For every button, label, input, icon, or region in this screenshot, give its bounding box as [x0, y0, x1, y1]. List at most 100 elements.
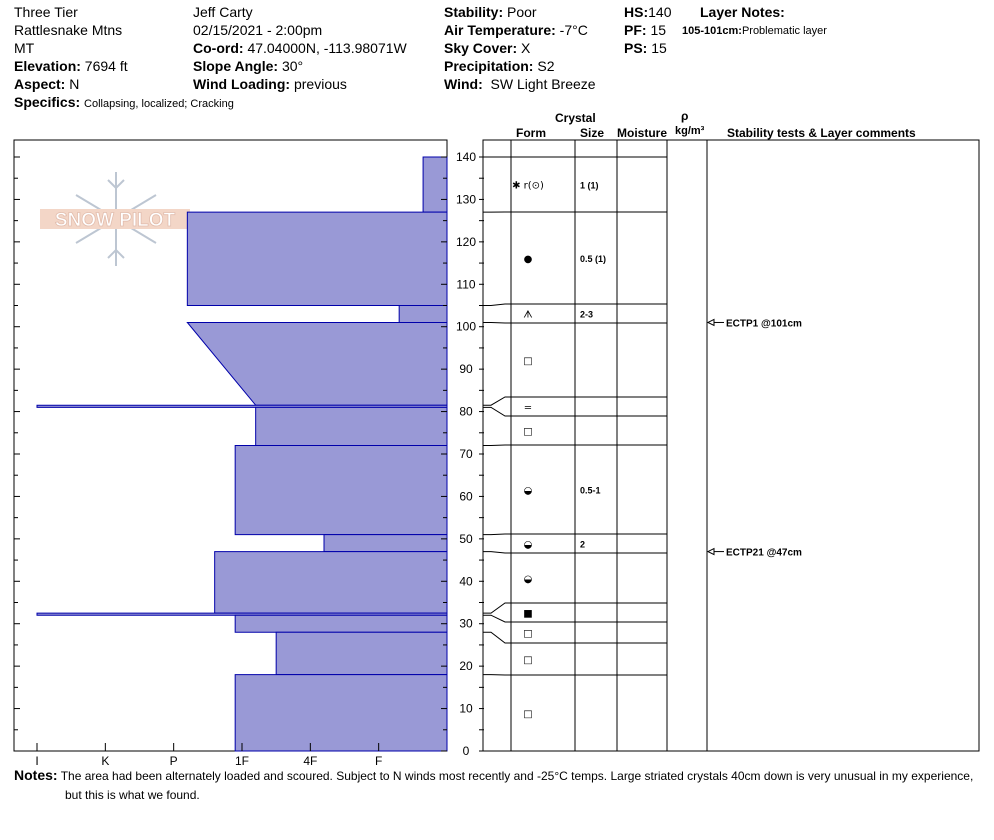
- grain-form: =: [524, 403, 532, 414]
- y-tick-label: 140: [456, 150, 476, 164]
- y-tick-label: 0: [463, 744, 470, 758]
- grain-size: 2-3: [580, 310, 593, 320]
- layer-note: 105-101cm:Problematic layer: [682, 22, 827, 40]
- specifics-value: Collapsing, localized; Cracking: [84, 98, 234, 110]
- depth-connector: [483, 396, 511, 406]
- wind-label: Wind:: [444, 76, 483, 92]
- elevation-value: 7694 ft: [84, 58, 128, 74]
- depth-connector: [483, 303, 511, 306]
- x-tick-label: I: [35, 754, 38, 768]
- depth-connector: [483, 551, 511, 554]
- hardness-bar: [255, 406, 448, 447]
- y-tick-label: 80: [459, 405, 473, 419]
- y-tick-label: 60: [459, 489, 473, 503]
- y-tick-label: 10: [459, 702, 473, 716]
- sky-cover: Sky Cover: X: [444, 39, 530, 57]
- x-tick-label: P: [170, 754, 178, 768]
- hardness-axis: I K P 1F 4F F: [35, 743, 382, 768]
- moisture-heading: Moisture: [617, 126, 668, 140]
- stability-tests-heading: Stability tests & Layer comments: [727, 126, 916, 140]
- grain-form: ◒: [524, 574, 533, 585]
- hardness-bar: [214, 551, 448, 614]
- form-heading: Form: [516, 126, 546, 140]
- wind-loading-label: Wind Loading:: [193, 76, 291, 92]
- stability-tests: ECTP1 @101cm ECTP21 @47cm: [706, 318, 802, 559]
- precip-value: S2: [537, 58, 555, 74]
- y-tick-label: 90: [459, 362, 473, 376]
- test-arrow: [706, 318, 715, 327]
- pf-value: 15: [650, 22, 667, 38]
- notes-line2: but this is what we found.: [65, 788, 200, 802]
- wind-loading: Wind Loading: previous: [193, 75, 347, 93]
- sky-label: Sky Cover:: [444, 40, 518, 56]
- hardness-bar: [323, 534, 448, 553]
- hardness-bar: [234, 445, 448, 536]
- ps-label: PS:: [624, 40, 648, 56]
- stability-label: Stability:: [444, 4, 504, 20]
- depth-connector: [483, 444, 511, 447]
- density-unit: kg/m³: [675, 125, 705, 137]
- grain-size: 2: [580, 540, 585, 550]
- grain-form: ◒: [524, 486, 533, 497]
- y-tick-label: 30: [459, 617, 473, 631]
- slope-value: 30°: [281, 58, 304, 74]
- grain-size: 0.5-1: [580, 486, 601, 496]
- mountain-range: Rattlesnake Mtns: [14, 22, 123, 38]
- hs-label: HS:: [624, 4, 649, 20]
- sky-value: X: [521, 40, 531, 56]
- datetime: 02/15/2021 - 2:00pm: [193, 22, 323, 38]
- wind: Wind: SW Light Breeze: [444, 75, 596, 93]
- observer: Jeff Carty: [193, 4, 253, 20]
- depth-connector: [483, 533, 511, 536]
- coordinates: Co-ord: 47.04000N, -113.98071W: [193, 39, 407, 57]
- test-label: ECTP1 @101cm: [726, 318, 802, 329]
- y-tick-label: 50: [459, 532, 473, 546]
- air-temp-value: -7°C: [559, 22, 588, 38]
- specifics: Specifics: Collapsing, localized; Cracki…: [14, 93, 234, 113]
- y-tick-label: 120: [456, 235, 476, 249]
- hardness-bar: [36, 612, 448, 616]
- hardness-bar: [36, 404, 448, 408]
- depth-connector: [483, 321, 511, 324]
- y-tick-label: 100: [456, 320, 476, 334]
- grain-form: □: [523, 427, 532, 438]
- state: MT: [14, 40, 35, 56]
- x-tick-label: 4F: [303, 754, 317, 768]
- coord-value: 47.04000N, -113.98071W: [247, 40, 407, 56]
- grain-form: ■: [523, 609, 532, 620]
- wind-loading-value: previous: [293, 76, 347, 92]
- notes-line1: The area had been alternately loaded and…: [60, 769, 974, 783]
- hardness-bar: [398, 305, 448, 323]
- precipitation: Precipitation: S2: [444, 57, 554, 75]
- grain-form: ✱ r(⊙): [512, 181, 544, 192]
- elevation: Elevation: 7694 ft: [14, 57, 128, 75]
- hardness-bar: [186, 321, 448, 406]
- layer-notes-label: Layer Notes:: [700, 4, 785, 20]
- ps-value: 15: [651, 40, 667, 56]
- wind-value: SW Light Breeze: [490, 76, 596, 92]
- hardness-bar: [234, 614, 448, 633]
- y-tick-label: 130: [456, 192, 476, 206]
- grain-form: ◒: [524, 540, 533, 551]
- hs: HS:140: [624, 3, 671, 21]
- slope-label: Slope Angle:: [193, 58, 279, 74]
- hardness-bar: [234, 674, 448, 752]
- size-heading: Size: [580, 126, 605, 140]
- layer-note-text: Problematic layer: [741, 25, 827, 37]
- rho-heading: ρ: [681, 109, 689, 123]
- notes-label: Notes:: [14, 767, 58, 783]
- location-name: Three Tier: [14, 4, 78, 20]
- hardness-bar: [422, 156, 448, 213]
- aspect-label: Aspect:: [14, 76, 66, 92]
- grain-form: □: [523, 709, 532, 720]
- hs-value: 140: [648, 4, 672, 20]
- aspect-value: N: [69, 76, 80, 92]
- y-tick-label: 20: [459, 659, 473, 673]
- stability-value: Poor: [507, 4, 537, 20]
- air-temperature: Air Temperature: -7°C: [444, 21, 588, 39]
- stability: Stability: Poor: [444, 3, 537, 21]
- grain-form: □: [523, 655, 532, 666]
- hardness-bar: [275, 631, 448, 676]
- pf-label: PF:: [624, 22, 647, 38]
